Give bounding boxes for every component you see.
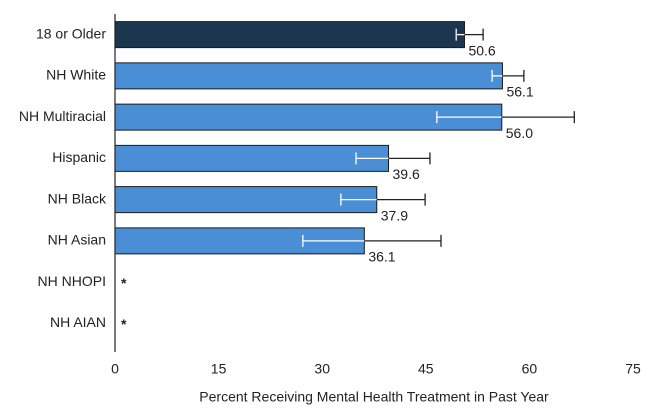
y-tick-label: NH AIAN xyxy=(50,314,106,330)
y-tick-label: NH NHOPI xyxy=(38,273,106,289)
y-tick-label: NH Asian xyxy=(48,232,106,248)
y-tick-label: NH Black xyxy=(48,190,107,206)
bar xyxy=(114,144,390,172)
y-tick-label: 18 or Older xyxy=(36,25,106,41)
value-label: 56.0 xyxy=(506,125,533,141)
x-tick-label: 0 xyxy=(111,361,119,377)
value-label: * xyxy=(121,316,127,332)
value-label: 37.9 xyxy=(381,207,408,223)
y-tick-label: NH White xyxy=(46,67,106,83)
bar xyxy=(114,62,503,90)
y-tick-label: Hispanic xyxy=(52,149,106,165)
x-tick-label: 15 xyxy=(211,361,227,377)
x-tick-label: 45 xyxy=(418,361,434,377)
x-tick-label: 60 xyxy=(522,361,538,377)
value-label: 50.6 xyxy=(468,42,495,58)
value-label: * xyxy=(121,275,127,291)
value-label: 36.1 xyxy=(368,249,395,265)
x-axis-title: Percent Receiving Mental Health Treatmen… xyxy=(199,389,549,405)
bar xyxy=(114,186,378,214)
value-label: 39.6 xyxy=(393,166,420,182)
x-tick-label: 75 xyxy=(625,361,641,377)
bar xyxy=(114,21,465,49)
x-tick-label: 30 xyxy=(314,361,330,377)
y-tick-label: NH Multiracial xyxy=(19,108,106,124)
value-label: 56.1 xyxy=(506,84,533,100)
